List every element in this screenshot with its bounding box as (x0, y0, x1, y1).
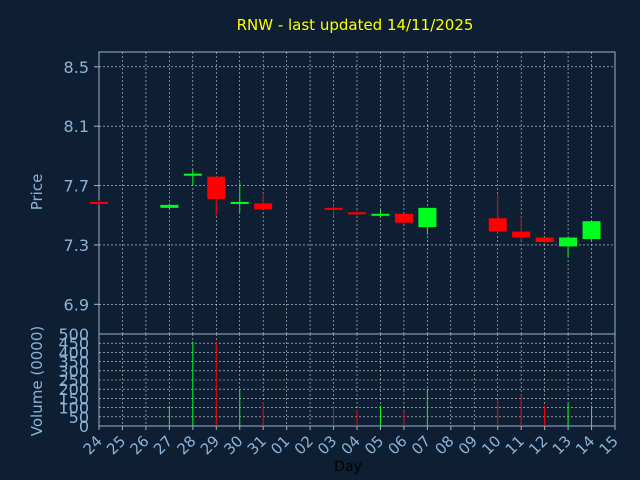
x-tick-label: 12 (525, 432, 551, 458)
candle-body (582, 221, 601, 240)
candle-body (254, 203, 273, 210)
x-tick-label: 28 (173, 432, 199, 458)
x-tick-label: 13 (549, 432, 575, 458)
price-tick-label: 8.1 (64, 117, 89, 136)
volume-tick-label: 450 (58, 334, 89, 353)
candle-body (90, 201, 108, 204)
x-tick-label: 01 (267, 432, 293, 458)
candle-body (160, 204, 179, 208)
x-tick-label: 05 (361, 432, 387, 458)
volume-tick-label: 350 (58, 353, 89, 372)
volume-tick-label: 50 (69, 408, 89, 427)
candle-body (418, 207, 437, 228)
volume-tick-label: 400 (58, 343, 89, 362)
x-tick-label: 03 (314, 432, 340, 458)
x-tick-label: 11 (502, 432, 528, 458)
price-tick-label: 7.3 (64, 236, 89, 255)
candle-body (348, 212, 366, 215)
x-tick-label: 24 (80, 432, 106, 458)
x-tick-label: 07 (408, 432, 434, 458)
x-tick-label: 30 (220, 432, 246, 458)
x-tick-label: 06 (385, 432, 411, 458)
price-tick-label: 6.9 (64, 295, 89, 314)
candle-body (394, 213, 413, 223)
volume-tick-label: 300 (58, 362, 89, 381)
candle-body (512, 231, 531, 238)
chart-title: RNW - last updated 14/11/2025 (237, 16, 474, 34)
candle-body (535, 237, 554, 242)
x-axis-label: Day (334, 459, 362, 475)
price-axis-label: Price (28, 174, 46, 211)
x-tick-label: 27 (150, 432, 176, 458)
candle-body (207, 176, 226, 199)
volume-tick-label: 0 (79, 417, 89, 436)
price-tick-label: 7.7 (64, 177, 89, 196)
candle-body (371, 213, 390, 216)
x-tick-label: 25 (103, 432, 129, 458)
x-tick-label: 26 (127, 432, 153, 458)
x-tick-label: 02 (291, 432, 317, 458)
x-tick-label: 08 (431, 432, 457, 458)
candle-body (324, 207, 343, 210)
volume-tick-label: 500 (58, 325, 89, 344)
price-tick-label: 8.5 (64, 58, 89, 77)
x-axis: 2425262728293031010203040506070809101112… (80, 426, 622, 458)
x-tick-label: 04 (338, 432, 364, 458)
candle-body (230, 201, 249, 204)
candle-body (559, 237, 578, 247)
candle-body (183, 173, 202, 176)
volume-tick-label: 150 (58, 389, 89, 408)
x-tick-label: 31 (244, 432, 270, 458)
x-tick-label: 15 (596, 432, 622, 458)
price-panel: 6.9 7.3 7.7 8.1 8.5 (64, 51, 616, 335)
x-tick-label: 29 (197, 432, 223, 458)
x-tick-label: 14 (572, 432, 598, 458)
x-tick-label: 09 (455, 432, 481, 458)
volume-axis-label: Volume (0000) (28, 326, 46, 436)
volume-tick-label: 200 (58, 380, 89, 399)
volume-tick-label: 100 (58, 399, 89, 418)
volume-tick-label: 250 (58, 371, 89, 390)
x-tick-label: 10 (478, 432, 504, 458)
candle-body (488, 218, 507, 232)
